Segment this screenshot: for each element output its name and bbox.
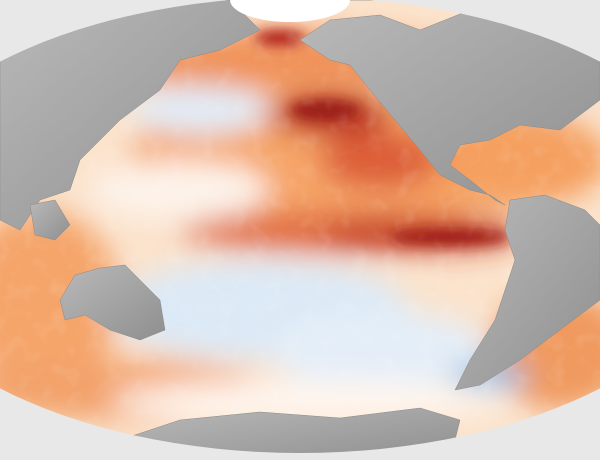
australia bbox=[59, 264, 166, 341]
south-america bbox=[454, 194, 600, 391]
southeast-asia bbox=[29, 199, 71, 241]
antarctica bbox=[119, 407, 461, 453]
polar-ice bbox=[230, 0, 350, 22]
